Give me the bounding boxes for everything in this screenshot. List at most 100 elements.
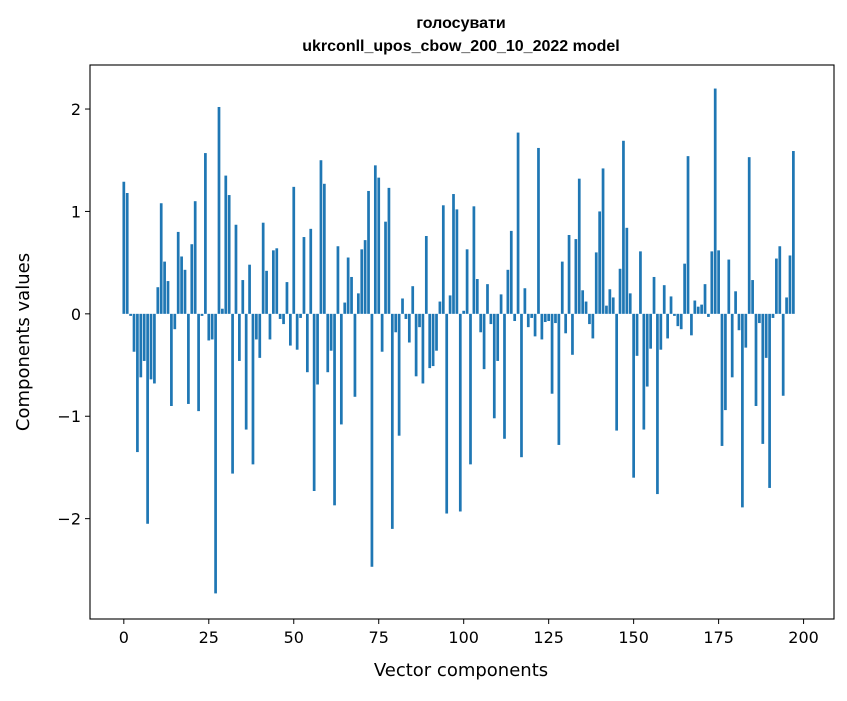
bar bbox=[224, 175, 228, 314]
bar bbox=[292, 186, 296, 314]
bar bbox=[299, 313, 302, 318]
bar bbox=[319, 160, 323, 314]
bar bbox=[577, 178, 581, 314]
bar bbox=[370, 313, 374, 567]
bar bbox=[642, 313, 646, 430]
bar bbox=[523, 288, 527, 314]
bar bbox=[496, 313, 500, 361]
x-tick-label: 75 bbox=[369, 628, 389, 647]
bar bbox=[159, 203, 163, 314]
bar bbox=[710, 251, 714, 314]
bar bbox=[506, 269, 510, 314]
bar bbox=[384, 221, 387, 314]
bar bbox=[659, 313, 663, 350]
bar bbox=[170, 313, 173, 406]
bar bbox=[136, 313, 139, 453]
bar bbox=[513, 313, 517, 322]
bar bbox=[380, 313, 384, 352]
bar bbox=[251, 313, 255, 465]
bar bbox=[139, 313, 143, 378]
x-axis-label: Vector components bbox=[374, 660, 548, 681]
bar bbox=[455, 209, 459, 314]
bar bbox=[472, 206, 476, 314]
bar bbox=[520, 313, 523, 458]
bar bbox=[758, 313, 761, 324]
bar bbox=[526, 313, 530, 328]
bar bbox=[720, 313, 724, 446]
bar bbox=[339, 313, 343, 425]
bar bbox=[295, 313, 299, 350]
bar bbox=[214, 313, 217, 594]
y-tick-label: −1 bbox=[57, 407, 81, 426]
bar bbox=[673, 313, 676, 316]
bar bbox=[435, 313, 438, 351]
bar bbox=[373, 165, 377, 314]
bar bbox=[727, 259, 731, 314]
bar bbox=[268, 313, 272, 340]
bar bbox=[482, 313, 486, 370]
bar bbox=[238, 313, 241, 361]
bar bbox=[418, 313, 421, 328]
bar bbox=[193, 201, 197, 314]
bar bbox=[683, 263, 686, 314]
bar bbox=[346, 257, 350, 314]
bar bbox=[407, 313, 411, 343]
bar bbox=[278, 313, 282, 319]
bar bbox=[421, 313, 425, 384]
bar bbox=[703, 284, 707, 314]
bar bbox=[448, 295, 452, 314]
bar bbox=[775, 258, 778, 314]
x-tick-label: 100 bbox=[448, 628, 479, 647]
bar bbox=[615, 313, 619, 431]
bar bbox=[475, 279, 479, 314]
bar bbox=[581, 290, 585, 314]
bar bbox=[557, 313, 561, 445]
bar bbox=[778, 246, 782, 314]
bar bbox=[187, 313, 190, 404]
bar bbox=[207, 313, 211, 341]
bar bbox=[261, 222, 265, 314]
bar bbox=[730, 313, 734, 378]
bar bbox=[302, 237, 306, 314]
bar bbox=[353, 313, 357, 397]
bar bbox=[768, 313, 771, 488]
bar bbox=[622, 140, 625, 314]
bar bbox=[441, 205, 445, 314]
bar bbox=[404, 313, 408, 319]
bar bbox=[676, 313, 680, 327]
bar bbox=[741, 313, 744, 508]
bar bbox=[571, 313, 574, 355]
y-tick-label: −2 bbox=[57, 510, 81, 529]
bar bbox=[713, 88, 717, 314]
bar bbox=[486, 284, 489, 314]
chart-subtitle: ukrconll_upos_cbow_200_10_2022 model bbox=[302, 38, 619, 55]
bar bbox=[550, 313, 554, 394]
bar bbox=[217, 106, 221, 314]
bar bbox=[176, 231, 180, 314]
bar bbox=[200, 313, 204, 316]
bar bbox=[227, 195, 231, 314]
bar bbox=[700, 304, 703, 314]
bar bbox=[210, 313, 214, 340]
bar bbox=[363, 240, 367, 314]
bar bbox=[125, 193, 129, 314]
bar bbox=[656, 313, 659, 495]
bar bbox=[258, 313, 262, 358]
bar bbox=[516, 132, 520, 314]
bar bbox=[608, 289, 612, 314]
bar bbox=[594, 252, 598, 314]
bar bbox=[244, 313, 248, 430]
bar bbox=[652, 276, 656, 314]
y-axis-label: Components values bbox=[13, 253, 34, 431]
bar bbox=[785, 297, 788, 314]
bar bbox=[686, 156, 690, 314]
bar bbox=[605, 305, 608, 314]
bar bbox=[707, 313, 710, 317]
bar bbox=[309, 228, 313, 314]
bar bbox=[390, 313, 394, 529]
bar bbox=[204, 153, 207, 314]
bar bbox=[639, 251, 642, 314]
bar bbox=[788, 255, 792, 314]
bar bbox=[618, 268, 622, 314]
